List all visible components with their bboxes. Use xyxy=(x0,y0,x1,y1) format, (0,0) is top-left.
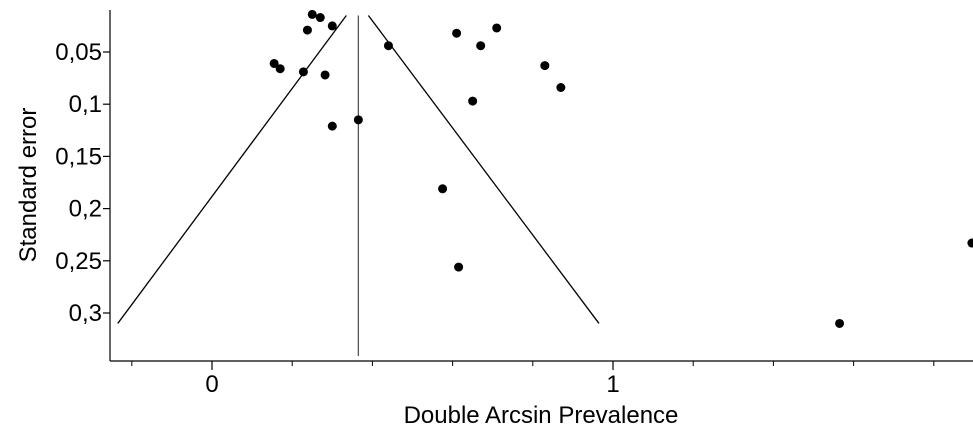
funnel-right-line xyxy=(367,15,600,324)
data-point xyxy=(327,121,337,131)
data-point xyxy=(492,23,502,33)
x-tick-label: 1 xyxy=(606,371,619,398)
data-point xyxy=(327,21,337,31)
data-point xyxy=(452,28,462,38)
y-axis-title: Standard error xyxy=(15,108,42,263)
data-point xyxy=(967,238,973,248)
data-point xyxy=(320,70,330,80)
funnel-left-line xyxy=(117,15,347,324)
ticks: 0,05 0,1 0,15 0,2 0,25 0,3 0 1 xyxy=(55,39,935,398)
data-point xyxy=(438,184,448,194)
data-point xyxy=(302,25,312,35)
y-tick-label: 0,15 xyxy=(55,143,102,170)
data-point xyxy=(307,9,317,19)
data-point xyxy=(468,96,478,106)
y-tick-label: 0,2 xyxy=(69,196,102,223)
y-tick-label: 0,1 xyxy=(69,91,102,118)
data-point xyxy=(353,115,363,125)
data-point xyxy=(835,318,845,328)
y-tick-label: 0,05 xyxy=(55,39,102,66)
axes xyxy=(109,10,973,362)
data-point xyxy=(540,61,550,71)
data-point xyxy=(275,64,285,74)
data-point xyxy=(556,82,566,92)
x-tick-label: 0 xyxy=(205,371,218,398)
funnel-lines xyxy=(117,15,600,356)
data-point xyxy=(476,41,486,51)
data-point xyxy=(383,41,393,51)
y-tick-label: 0,3 xyxy=(69,300,102,327)
data-point xyxy=(298,67,308,77)
data-point xyxy=(454,262,464,272)
data-point xyxy=(315,13,325,23)
data-point xyxy=(269,58,279,68)
data-points xyxy=(269,9,973,328)
y-tick-label: 0,25 xyxy=(55,248,102,275)
x-axis-title: Double Arcsin Prevalence xyxy=(404,402,679,429)
